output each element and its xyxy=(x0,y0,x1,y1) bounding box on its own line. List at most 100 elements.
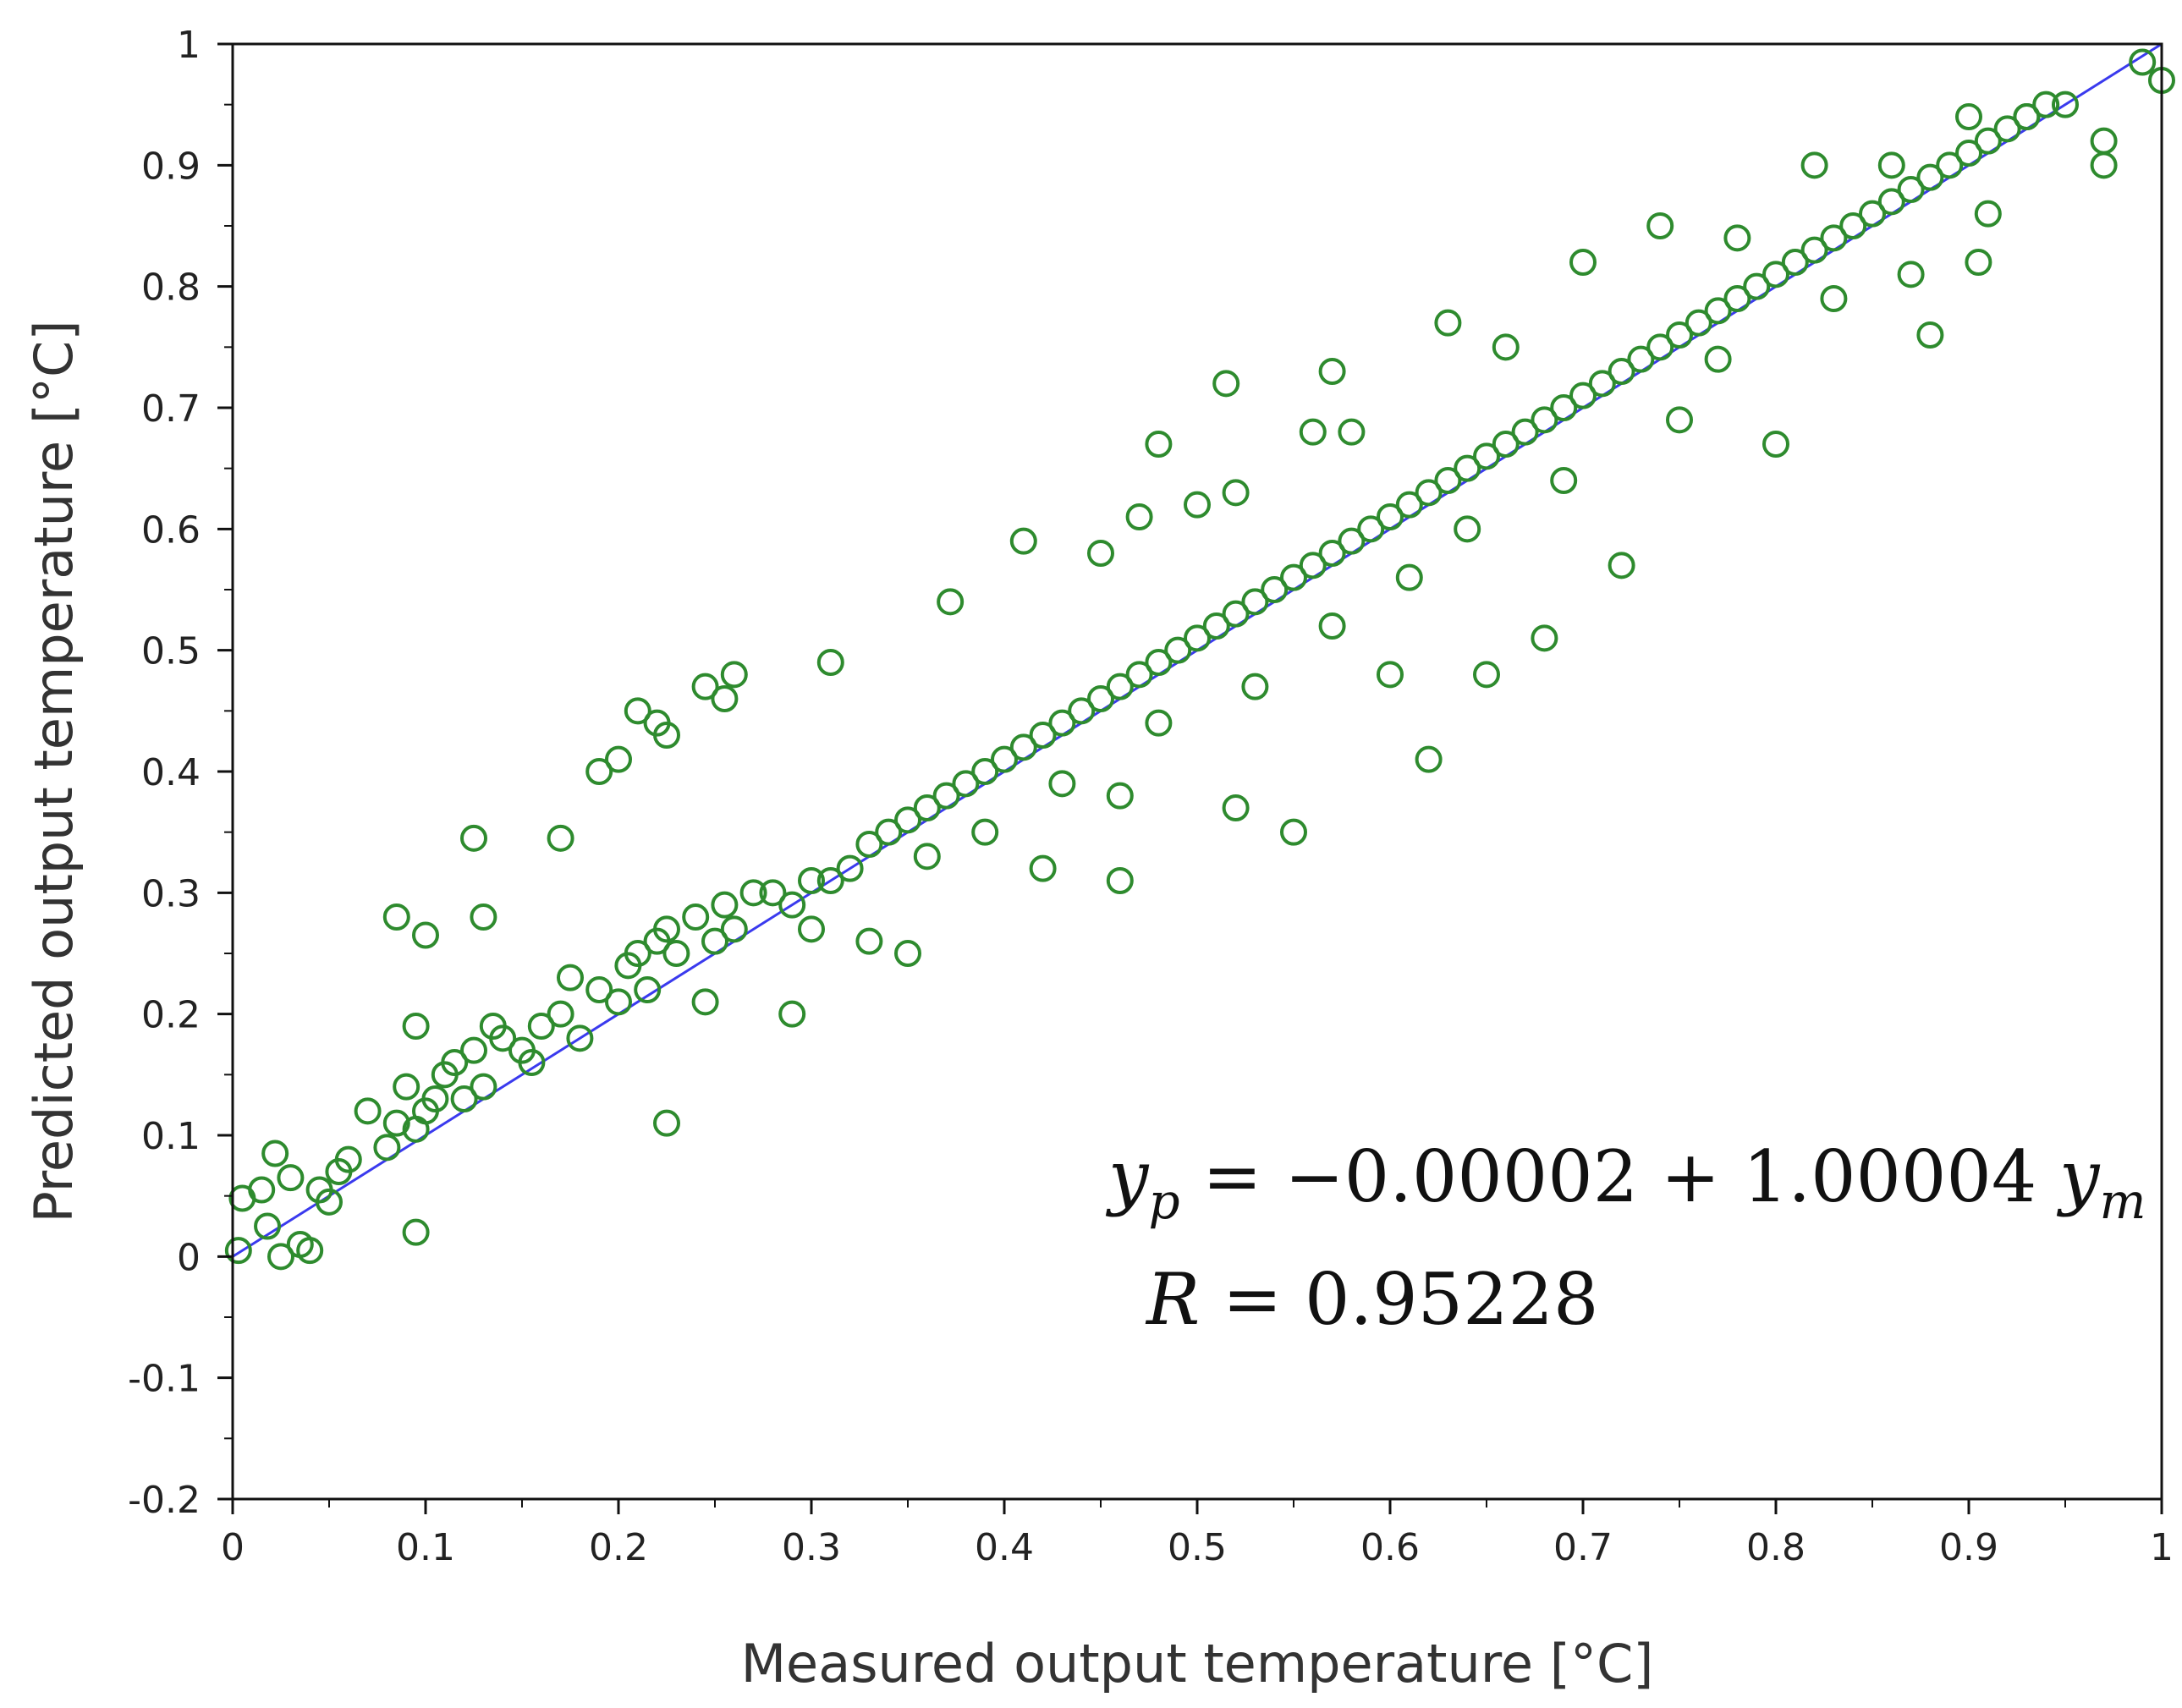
data-point xyxy=(296,1237,324,1265)
data-point xyxy=(1048,709,1076,737)
data-point xyxy=(1800,236,1828,264)
data-point xyxy=(1839,212,1867,239)
data-point xyxy=(1434,467,1462,494)
data-point xyxy=(2129,48,2157,76)
data-point xyxy=(1877,188,1905,216)
data-point xyxy=(894,940,921,967)
data-point xyxy=(1048,770,1076,798)
data-points xyxy=(224,48,2175,1271)
data-point xyxy=(1009,527,1037,555)
data-point xyxy=(1608,552,1635,579)
data-point xyxy=(1646,212,1674,239)
y-axis-label: Predicted output temperature [°C] xyxy=(23,320,85,1222)
data-point xyxy=(720,661,748,689)
data-point xyxy=(1492,333,1520,361)
data-point xyxy=(441,1049,469,1076)
data-point xyxy=(1318,612,1346,640)
data-point xyxy=(1106,673,1134,700)
x-tick-label: 0.1 xyxy=(396,1526,455,1569)
data-point xyxy=(402,1218,430,1246)
data-point xyxy=(1145,649,1173,676)
y-tick-label: 0.6 xyxy=(141,508,201,552)
data-point xyxy=(1164,636,1192,664)
data-point xyxy=(1434,309,1462,337)
data-point xyxy=(267,1243,294,1271)
data-point xyxy=(1241,588,1269,616)
data-point xyxy=(1511,418,1539,446)
data-point xyxy=(585,758,613,785)
x-axis-label: Measured output temperature [°C] xyxy=(741,1633,1654,1694)
data-point xyxy=(382,1109,410,1137)
data-point xyxy=(1743,272,1771,300)
data-point xyxy=(1704,345,1732,373)
x-tick-label: 0.5 xyxy=(1168,1526,1227,1569)
data-point xyxy=(1762,431,1789,458)
y-tick-label: -0.2 xyxy=(128,1479,201,1522)
data-point xyxy=(691,673,719,700)
eq-lhs-var: y xyxy=(1105,1135,1150,1218)
data-point xyxy=(711,685,739,712)
data-point xyxy=(518,1049,546,1076)
y-tick-label: 0.7 xyxy=(141,387,201,431)
data-point xyxy=(460,1036,487,1064)
data-point xyxy=(1877,151,1905,179)
correlation-coefficient: R = 0.95228 xyxy=(1145,1258,1598,1341)
data-point xyxy=(2052,91,2079,118)
data-point xyxy=(1916,321,1944,349)
data-point xyxy=(382,903,410,931)
data-point xyxy=(1646,333,1674,361)
data-point xyxy=(248,1176,276,1204)
data-point xyxy=(1762,261,1789,288)
data-point xyxy=(937,588,965,616)
data-point xyxy=(778,1000,806,1028)
data-point xyxy=(2013,103,2041,130)
x-tick-label: 0.8 xyxy=(1746,1526,1806,1569)
data-point xyxy=(1415,745,1443,773)
y-tick-label: 0.5 xyxy=(141,630,201,673)
data-point xyxy=(836,854,864,882)
data-point xyxy=(1685,309,1712,337)
data-point xyxy=(798,915,825,943)
data-point xyxy=(778,891,806,919)
data-point xyxy=(1222,794,1250,821)
data-point xyxy=(894,806,921,834)
data-point xyxy=(1029,854,1057,882)
eq-rhs-text: = −0.00002 + 1.00004 xyxy=(1180,1135,2059,1218)
data-point xyxy=(334,1145,362,1173)
data-point xyxy=(1087,540,1114,567)
data-point xyxy=(261,1140,289,1167)
data-point xyxy=(1454,515,1481,543)
data-point xyxy=(224,1237,252,1265)
data-point xyxy=(720,915,748,943)
data-point xyxy=(393,1073,420,1101)
data-point xyxy=(1009,733,1037,761)
data-point xyxy=(1588,370,1616,398)
data-point xyxy=(1723,285,1751,312)
y-axis-ticks: -0.2 -0.1 0 0.1 0.2 0.3 0.4 0.5 0.6 0.7 0.8 0.9 1 xyxy=(128,24,233,1522)
data-point xyxy=(1859,200,1886,228)
data-point xyxy=(1184,491,1211,519)
data-point xyxy=(1955,103,1982,130)
data-point xyxy=(1723,224,1751,252)
data-point xyxy=(1068,697,1096,725)
data-point xyxy=(1569,382,1597,409)
data-point xyxy=(585,976,613,1003)
data-point xyxy=(547,1000,574,1028)
data-point xyxy=(653,1109,680,1137)
data-point xyxy=(691,988,719,1016)
data-point xyxy=(759,879,787,907)
data-point xyxy=(1377,503,1404,530)
data-point xyxy=(2090,151,2118,179)
data-point xyxy=(460,824,487,852)
data-point xyxy=(1608,358,1635,385)
data-point xyxy=(605,988,632,1016)
data-point xyxy=(1531,624,1558,652)
y-tick-label: -0.1 xyxy=(128,1358,201,1401)
data-point xyxy=(1974,200,2002,228)
data-point xyxy=(1473,442,1500,470)
y-tick-label: 0.4 xyxy=(141,751,201,794)
data-point xyxy=(412,921,439,949)
data-point xyxy=(277,1164,305,1192)
data-point xyxy=(1627,345,1655,373)
data-point xyxy=(1965,249,1992,276)
